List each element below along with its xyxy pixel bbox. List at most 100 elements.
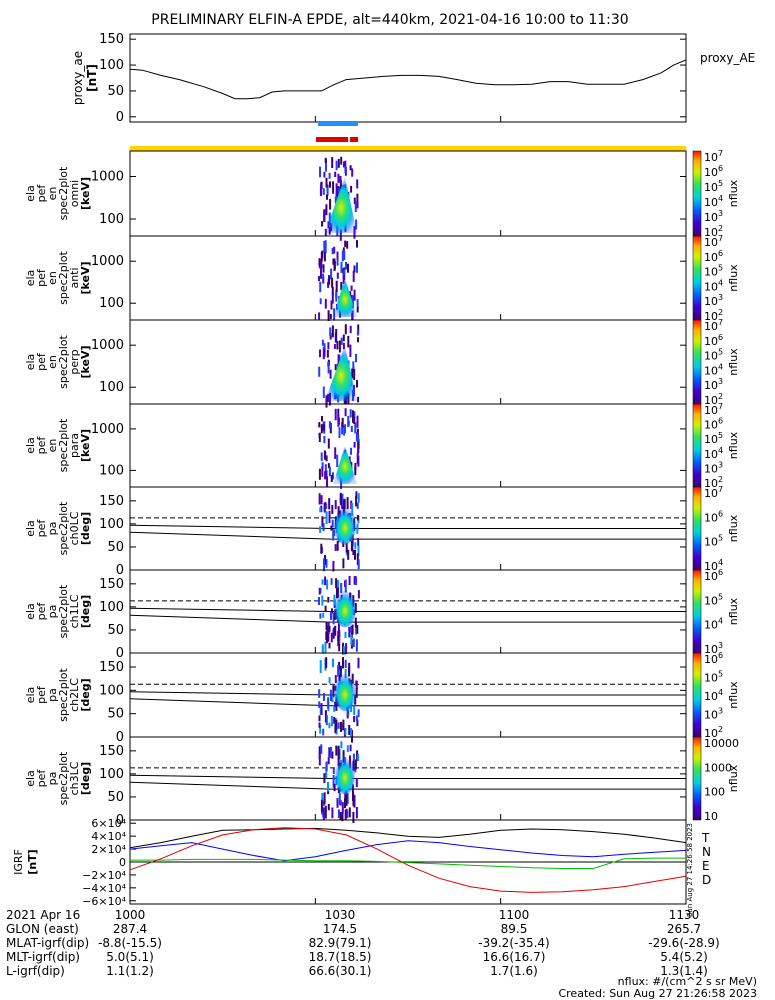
spectrogram-pixel [323,773,326,784]
spectrogram-pixel [356,299,359,306]
colorbar-ch3LC [692,736,702,821]
spectrogram-pixel [322,188,325,195]
spectrogram-pixel [338,340,341,353]
colorbar-omni [692,150,702,237]
spectrogram-pixel [337,408,340,421]
spectrogram-pixel [327,782,329,792]
colorbar-tick-label: 105 [704,431,723,446]
spectrogram-pixel [318,366,321,377]
colorbar-tick-label: 105 [704,179,723,194]
pitch-angle-ytick-label: 0 [116,813,124,828]
spectrogram-pixel [335,160,338,171]
spectrogram-pixel [327,597,330,603]
igrf-ytick-label: 4×10⁴ [91,830,126,843]
spectrogram-pixel [321,644,324,654]
spectrogram-pixel [353,576,356,585]
pitch-angle-flux-feature [334,590,356,628]
plot-title: PRELIMINARY ELFIN-A EPDE, alt=440km, 202… [151,12,628,28]
spectrogram-ylabel: spec2plot [57,751,70,805]
igrf-legend-N: N [702,845,711,859]
spectrogram-pixel [357,537,360,546]
spectrogram-pixel [330,474,333,483]
spectrogram-pixel [324,451,327,458]
spectrogram-pixel [353,197,356,204]
colorbar-tick-label: 107 [704,485,723,500]
spectrogram-pixel [320,703,323,716]
spectrogram-pixel [322,523,325,532]
anti-loss-cone-line [129,531,331,540]
spectrogram-pixel [352,549,355,556]
side-timestamp: Sun Aug 27 14:26:58 2023 [686,823,694,917]
spectrogram-ylabel: pa [46,522,59,536]
spectrogram-pixel [338,427,341,438]
spectrogram-pixel [334,171,337,177]
spectrogram-pixel [339,812,342,820]
spectrogram-pixel [318,689,321,698]
spectrogram-ylabel: spec2plot [57,335,70,389]
spectrogram-pixel [340,337,343,345]
spectrogram-pixel [321,221,324,227]
spectrogram-ylabel: pef [35,268,48,287]
spectrogram-ylabel: pef [35,602,48,621]
spectrogram-pixel [354,694,357,705]
spectrogram-pixel [334,701,337,708]
spectrogram-pixel [331,286,334,296]
spectrogram-pixel [333,594,336,606]
spectrogram-ylabel: en [46,439,59,453]
spectrogram-pixel [345,542,348,553]
spectrogram-pixel [319,166,321,178]
spectrogram-pixel [354,542,357,549]
spectrogram-pixel [340,261,343,273]
spectrogram-ylabel: [keV] [79,429,92,462]
spectrogram-ylabel: spec2plot [57,501,70,555]
colorbar-tick-label: 104 [704,194,723,209]
spectrogram-pixel [320,495,323,505]
footer-value: 5.4(5.2) [660,950,708,964]
spectrogram-pixel [357,493,360,503]
spectrogram-pixel [318,587,321,595]
footer-row-label: MLT-igrf(dip) [6,950,80,964]
spectrogram-pixel [352,760,355,771]
spectrogram-pixel [344,798,346,809]
spectrogram-pixel [356,193,359,202]
spectrogram-pixel [318,597,320,605]
spectrogram-pixel [352,811,355,823]
energy-flux-feature [325,345,357,401]
spectrogram-pixel [357,337,359,343]
igrf-legend-T: T [701,831,710,845]
spectrogram-pixel [318,276,320,282]
spectrogram-pixel [336,258,339,266]
spectrogram-pixel [324,641,327,654]
spectrogram-pixel [353,369,356,380]
spectrogram-pixel [339,179,342,191]
spectrogram-pixel [353,442,356,448]
proxy-ae-legend: proxy_AE [700,51,755,65]
spectrogram-pixel [349,409,352,418]
spectrogram-pixel [339,665,342,678]
spectrogram-pixel [350,185,353,193]
footer-value: 1.3(1.4) [660,964,708,978]
spectrogram-pixel [343,499,346,510]
spectrogram-pixel [340,156,343,165]
spectrogram-pixel [342,271,345,284]
colorbar-tick-label: 105 [704,264,723,279]
spectrogram-pixel [328,498,331,510]
spectrogram-pixel [321,466,324,477]
spectrogram-pixel [331,751,334,759]
spectrogram-pixel [356,502,359,509]
spectrogram-pixel [337,506,340,517]
pitch-angle-ytick-label: 100 [99,767,124,782]
spectrogram-pixel [325,204,328,216]
spectrogram-pixel [329,327,332,337]
spectrogram-pixel [320,266,322,279]
spectrogram-pixel [331,807,334,819]
colorbar-tick-label: 105 [704,670,723,685]
spectrogram-pixel [344,728,347,735]
spectrogram-pixel [320,452,323,461]
spectrogram-pixel [344,631,347,638]
spectrogram-pixel [335,578,338,589]
spectrogram-pixel [350,285,353,291]
loss-cone-line [129,607,331,612]
colorbar-tick-label: 106 [704,509,723,524]
spectrogram-pixel [326,194,328,200]
